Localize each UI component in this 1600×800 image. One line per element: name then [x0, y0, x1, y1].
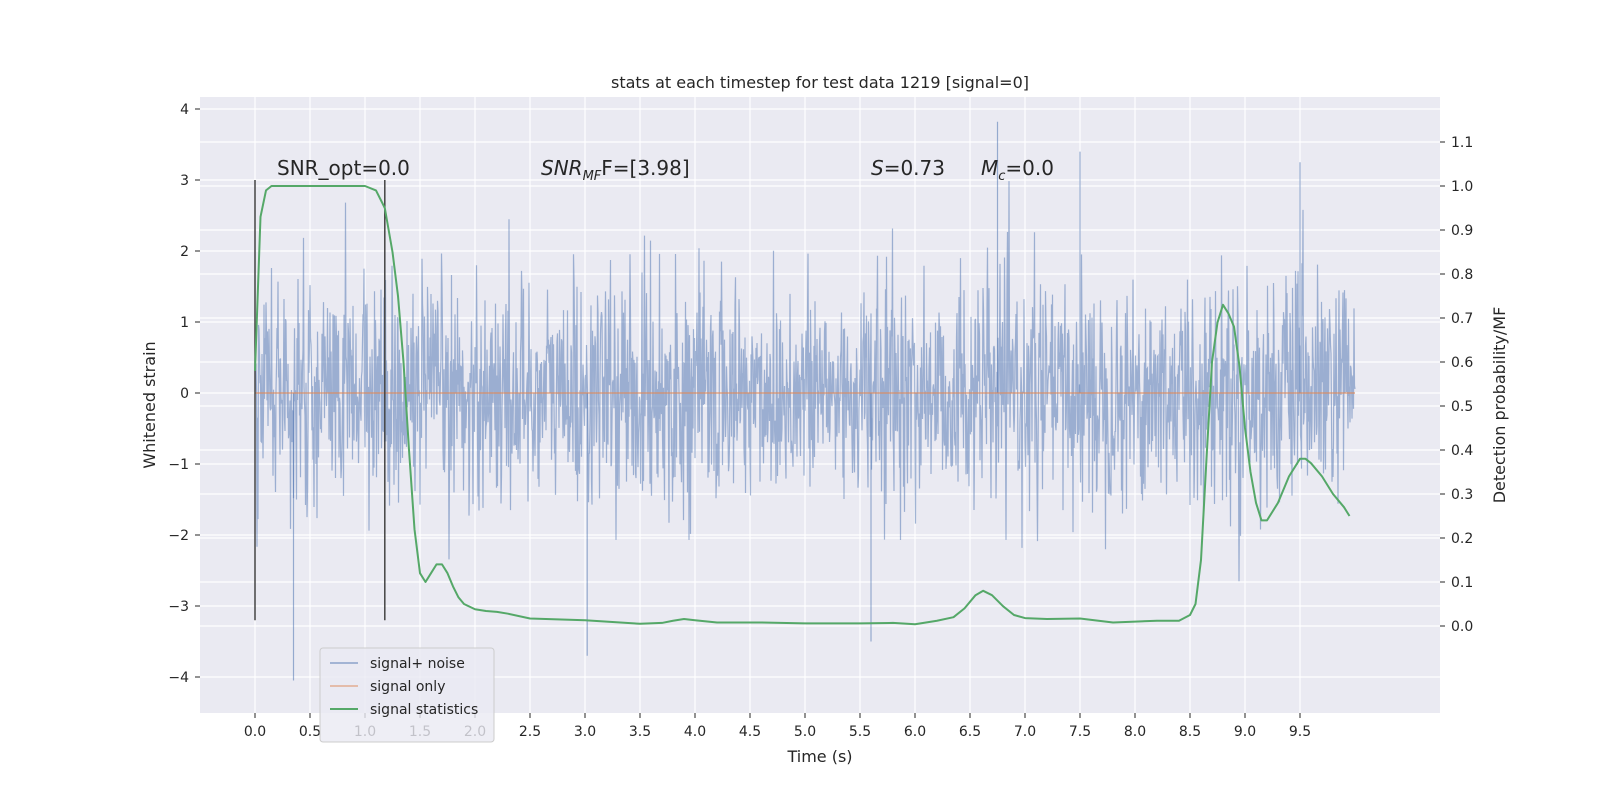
x-tick-label: 0.0 — [244, 724, 266, 740]
x-tick-label: 0.5 — [299, 724, 321, 740]
legend-label-signal-only: signal only — [370, 679, 445, 695]
x-tick-label: 8.5 — [1179, 724, 1201, 740]
annotation-mc-main: M — [981, 156, 998, 180]
series-signal-statistics — [254, 185, 1351, 626]
signal-statistics-line — [254, 185, 1351, 626]
y-tick-label: 1 — [180, 315, 189, 331]
y2-tick-label: 0.2 — [1451, 531, 1473, 547]
y-tick-label: 0 — [180, 386, 189, 402]
noise-trace — [254, 181, 1356, 582]
y2-tick-label: 0.9 — [1451, 223, 1473, 239]
x-axis-label: Time (s) — [786, 747, 852, 766]
legend-box — [319, 647, 495, 743]
annotation-snr-mf-main: SNR — [541, 156, 583, 180]
y2-tick-label: 1.1 — [1451, 135, 1473, 151]
annotation-snr-mf-sub: MF — [583, 169, 602, 184]
annotation-mc-tail: =0.0 — [1005, 156, 1054, 180]
annotation-mc-sub: c — [998, 169, 1005, 184]
y-tick-label: 2 — [180, 244, 189, 260]
y2-tick-label: 0.6 — [1451, 355, 1473, 371]
annotation-s: S=0.73 — [871, 156, 945, 180]
y2-tick-label: 0.1 — [1451, 575, 1473, 591]
annotation-s-tail: =0.73 — [884, 156, 945, 180]
legend-label-signal-statistics: signal statistics — [370, 702, 478, 718]
x-tick-label: 3.5 — [629, 724, 651, 740]
y2-tick-label: 0.4 — [1451, 443, 1473, 459]
x-tick-label: 7.0 — [1014, 724, 1036, 740]
y-tick-label: 4 — [180, 102, 189, 118]
y2-tick-label: 0.3 — [1451, 487, 1473, 503]
x-tick-label: 4.5 — [739, 724, 761, 740]
y-axis-ticks: 4 3 2 1 0 −1 −2 −3 −4 — [168, 102, 200, 686]
series-signal-noise — [254, 121, 1356, 681]
y-tick-label: −3 — [168, 599, 189, 615]
y2-tick-label: 0.7 — [1451, 311, 1473, 327]
x-tick-label: 9.5 — [1289, 724, 1311, 740]
y-tick-label: −2 — [168, 528, 189, 544]
y2-axis-ticks: 1.1 1.0 0.9 0.8 0.7 0.6 0.5 0.4 0.3 0.2 0.1 0.0 — [1440, 135, 1473, 635]
annotation-snr-mf: SNRMFF=[3.98] — [541, 156, 690, 184]
y2-tick-label: 0.8 — [1451, 267, 1473, 283]
annotations: SNR_opt=0.0 SNRMFF=[3.98] S=0.73 Mc=0.0 — [277, 156, 1054, 184]
legend-label-signal-noise: signal+ noise — [370, 656, 465, 672]
x-tick-label: 8.0 — [1124, 724, 1146, 740]
annotation-s-main: S — [871, 156, 884, 180]
y-tick-label: −4 — [168, 670, 189, 686]
chart-title: stats at each timestep for test data 121… — [611, 73, 1029, 92]
y-tick-label: −1 — [168, 457, 189, 473]
x-tick-label: 4.0 — [684, 724, 706, 740]
x-tick-label: 5.5 — [849, 724, 871, 740]
legend: signal+ noise signal only signal statist… — [319, 647, 495, 743]
annotation-snr-mf-tail: F=[3.98] — [601, 156, 689, 180]
x-tick-label: 6.0 — [904, 724, 926, 740]
window-markers — [254, 180, 386, 621]
y2-tick-label: 0.5 — [1451, 399, 1473, 415]
y2-tick-label: 1.0 — [1451, 179, 1473, 195]
y-tick-label: 3 — [180, 173, 189, 189]
y2-axis-label: Detection probability/MF — [1490, 307, 1509, 504]
annotation-snr-opt: SNR_opt=0.0 — [277, 156, 410, 180]
x-tick-label: 9.0 — [1234, 724, 1256, 740]
x-tick-label: 2.5 — [519, 724, 541, 740]
y-axis-label: Whitened strain — [140, 341, 159, 468]
x-tick-label: 3.0 — [574, 724, 596, 740]
x-tick-label: 5.0 — [794, 724, 816, 740]
x-tick-label: 6.5 — [959, 724, 981, 740]
y2-tick-label: 0.0 — [1451, 619, 1473, 635]
x-tick-label: 7.5 — [1069, 724, 1091, 740]
annotation-mc: Mc=0.0 — [981, 156, 1054, 184]
